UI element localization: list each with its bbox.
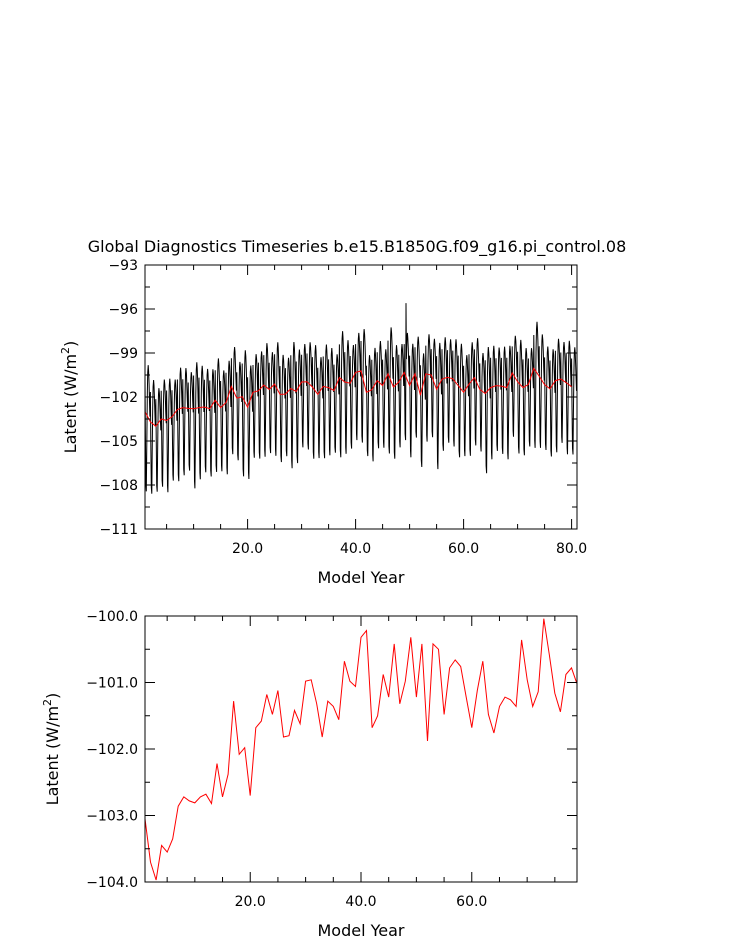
y-axis-label-superscript: 2	[41, 699, 54, 706]
y-axis-label-main: Latent (W/m	[43, 706, 62, 805]
y-tick-label: −105	[100, 434, 138, 450]
y-tick-label: −103.0	[86, 809, 138, 825]
y-tick-label: −101.0	[86, 676, 138, 692]
y-tick-label: −100.0	[86, 609, 138, 625]
y-axis-label-main: Latent (W/m	[61, 354, 80, 453]
top-panel: −111 −108 −105 −102 −99 −96 −93 20.0 40.0 60.0 80.…	[59, 258, 587, 587]
plot-area	[145, 303, 577, 494]
x-tick-label: 60.0	[456, 894, 487, 910]
y-tick-label: −99	[108, 346, 138, 362]
y-tick-label: −104.0	[86, 875, 138, 891]
y-axis-label-close: )	[43, 693, 62, 699]
x-tick-label: 40.0	[345, 894, 376, 910]
x-tick-label: 40.0	[340, 541, 371, 557]
chart-title: Global Diagnostics Timeseries b.e15.B185…	[88, 237, 627, 257]
bottom-panel: −104.0 −103.0 −102.0 −101.0 −100.0 20.0 40.0 60…	[41, 609, 578, 940]
annual-mean-series-line	[145, 367, 572, 428]
x-tick-label: 20.0	[232, 541, 263, 557]
y-axis-label: Latent (W/m2)	[41, 693, 62, 806]
x-axis-label: Model Year	[318, 568, 405, 587]
y-tick-label: −96	[108, 302, 138, 318]
y-tick-label: −102	[100, 390, 138, 406]
plot-frame	[144, 615, 578, 883]
x-axis-label: Model Year	[318, 921, 405, 940]
x-tick-label: 20.0	[235, 894, 266, 910]
y-tick-label: −102.0	[86, 742, 138, 758]
y-tick-label: −93	[108, 258, 138, 274]
plot-area	[145, 618, 577, 881]
x-tick-label: 60.0	[448, 541, 479, 557]
y-tick-label: −108	[100, 478, 138, 494]
y-tick-label: −111	[100, 522, 138, 538]
y-axis-label-close: )	[61, 341, 80, 347]
x-tick-label: 80.0	[556, 541, 587, 557]
y-axis-label-superscript: 2	[59, 347, 72, 354]
y-axis-label: Latent (W/m2)	[59, 341, 80, 454]
annual-mean-series-line	[145, 618, 577, 881]
monthly-series-line	[145, 303, 577, 494]
